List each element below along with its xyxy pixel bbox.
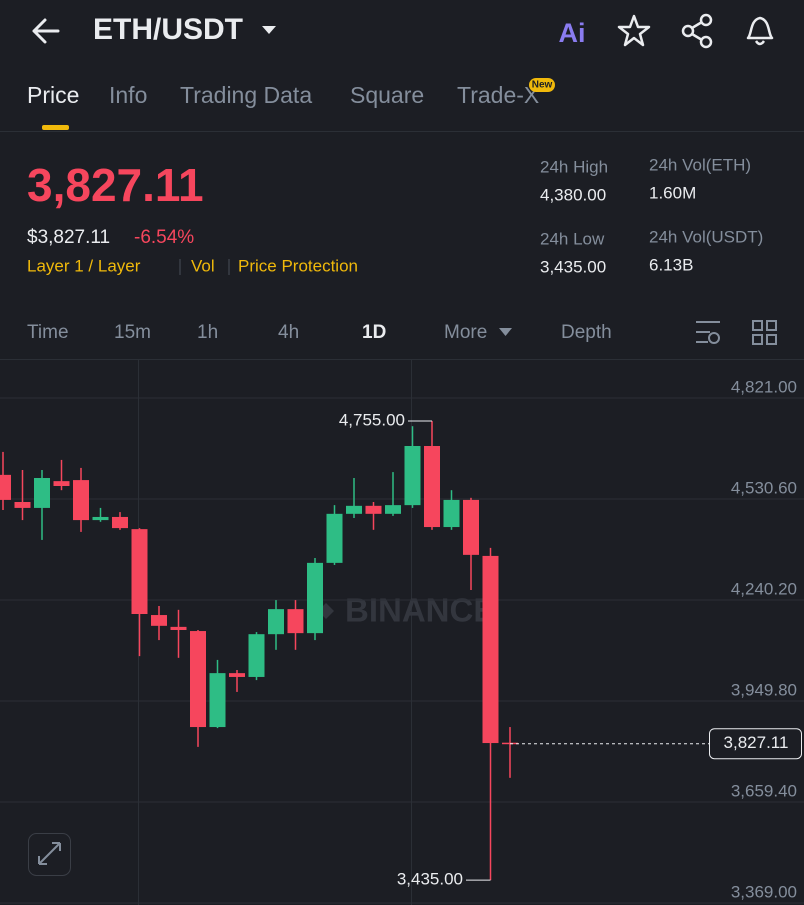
y-tick-label: 4,530.60 bbox=[731, 478, 797, 497]
usd-price: $3,827.11 bbox=[27, 227, 110, 248]
candle-body bbox=[14, 502, 31, 508]
new-badge-text: New bbox=[532, 80, 553, 91]
candle-body bbox=[53, 481, 70, 487]
timeframe[interactable]: 4h bbox=[278, 322, 299, 343]
candle-body bbox=[346, 505, 362, 514]
symbol-dropdown[interactable] bbox=[262, 26, 276, 34]
candle-body bbox=[131, 529, 148, 615]
candle-body bbox=[463, 499, 479, 555]
last-price: 3,827.11 bbox=[27, 159, 204, 211]
last-price-label: 3,827.11 bbox=[724, 733, 789, 752]
stat-label: 24h Vol(ETH) bbox=[649, 155, 751, 174]
timeframe[interactable]: 1h bbox=[197, 322, 218, 343]
candle-body bbox=[248, 634, 265, 677]
stat-value: 4,380.00 bbox=[540, 185, 606, 204]
stat-value: 6.13B bbox=[649, 255, 693, 274]
tag[interactable]: Vol bbox=[191, 256, 215, 275]
candle-body bbox=[482, 555, 499, 744]
tab[interactable]: Info bbox=[109, 82, 147, 108]
ai-button[interactable]: Ai bbox=[559, 18, 586, 48]
back-button[interactable] bbox=[32, 18, 60, 44]
last-price-box bbox=[709, 728, 802, 760]
tag[interactable]: Layer 1 / Layer bbox=[27, 256, 141, 275]
candle-body bbox=[92, 516, 109, 521]
candle-body bbox=[229, 673, 245, 677]
candle-body bbox=[365, 505, 382, 514]
candle-body bbox=[443, 499, 460, 528]
tag[interactable]: Price Protection bbox=[238, 256, 358, 275]
stat-label: 24h High bbox=[540, 157, 608, 176]
tab[interactable]: Square bbox=[350, 82, 424, 108]
candle-body bbox=[151, 615, 167, 626]
candle-body bbox=[287, 609, 304, 634]
candle-body bbox=[307, 562, 323, 634]
expand-icon bbox=[38, 842, 61, 865]
candle-body bbox=[190, 631, 206, 728]
expand-button[interactable] bbox=[28, 833, 71, 876]
stat-value: 1.60M bbox=[649, 183, 696, 202]
new-badge bbox=[529, 78, 555, 92]
candle-body bbox=[34, 478, 50, 508]
candle-body bbox=[424, 446, 440, 528]
candle-body bbox=[0, 474, 11, 500]
y-tick-label: 4,240.20 bbox=[731, 580, 797, 599]
y-tick-label: 4,821.00 bbox=[731, 377, 797, 396]
layout-button[interactable] bbox=[752, 320, 777, 345]
candle-body bbox=[209, 673, 226, 728]
watermark: BINANCE bbox=[345, 592, 495, 629]
tab[interactable]: Trading Data bbox=[180, 82, 312, 108]
favorite-button[interactable] bbox=[617, 14, 651, 47]
y-tick-label: 3,949.80 bbox=[731, 681, 797, 700]
more-dropdown[interactable] bbox=[499, 328, 512, 336]
y-tick-label: 3,369.00 bbox=[731, 883, 797, 902]
y-tick-label: 3,659.40 bbox=[731, 782, 797, 801]
candle-body bbox=[385, 505, 401, 514]
tab[interactable]: Price bbox=[27, 82, 79, 108]
tab[interactable]: Trade-X bbox=[457, 82, 539, 108]
timeframe[interactable]: More bbox=[444, 322, 487, 343]
active-tab-indicator bbox=[42, 125, 69, 130]
candle-body bbox=[112, 516, 128, 529]
timeframe[interactable]: 1D bbox=[362, 322, 386, 343]
timeframe[interactable]: Time bbox=[27, 322, 69, 343]
timeframe[interactable]: 15m bbox=[114, 322, 151, 343]
stat-label: 24h Low bbox=[540, 229, 605, 248]
share-button[interactable] bbox=[681, 13, 713, 49]
stat-label: 24h Vol(USDT) bbox=[649, 227, 763, 246]
indicator-settings[interactable] bbox=[696, 321, 720, 344]
symbol[interactable]: ETH/USDT bbox=[93, 13, 243, 46]
timeframe[interactable]: Depth bbox=[561, 322, 612, 343]
alert-button[interactable] bbox=[746, 16, 774, 46]
candle-body bbox=[170, 626, 187, 631]
high-label: 4,755.00 bbox=[339, 410, 405, 429]
price-change: -6.54% bbox=[134, 227, 194, 248]
candle-body bbox=[268, 609, 284, 635]
candle-body bbox=[326, 513, 343, 563]
stat-value: 3,435.00 bbox=[540, 257, 606, 276]
candle-body bbox=[404, 446, 421, 506]
low-label: 3,435.00 bbox=[397, 870, 463, 889]
candle-body bbox=[73, 480, 89, 521]
